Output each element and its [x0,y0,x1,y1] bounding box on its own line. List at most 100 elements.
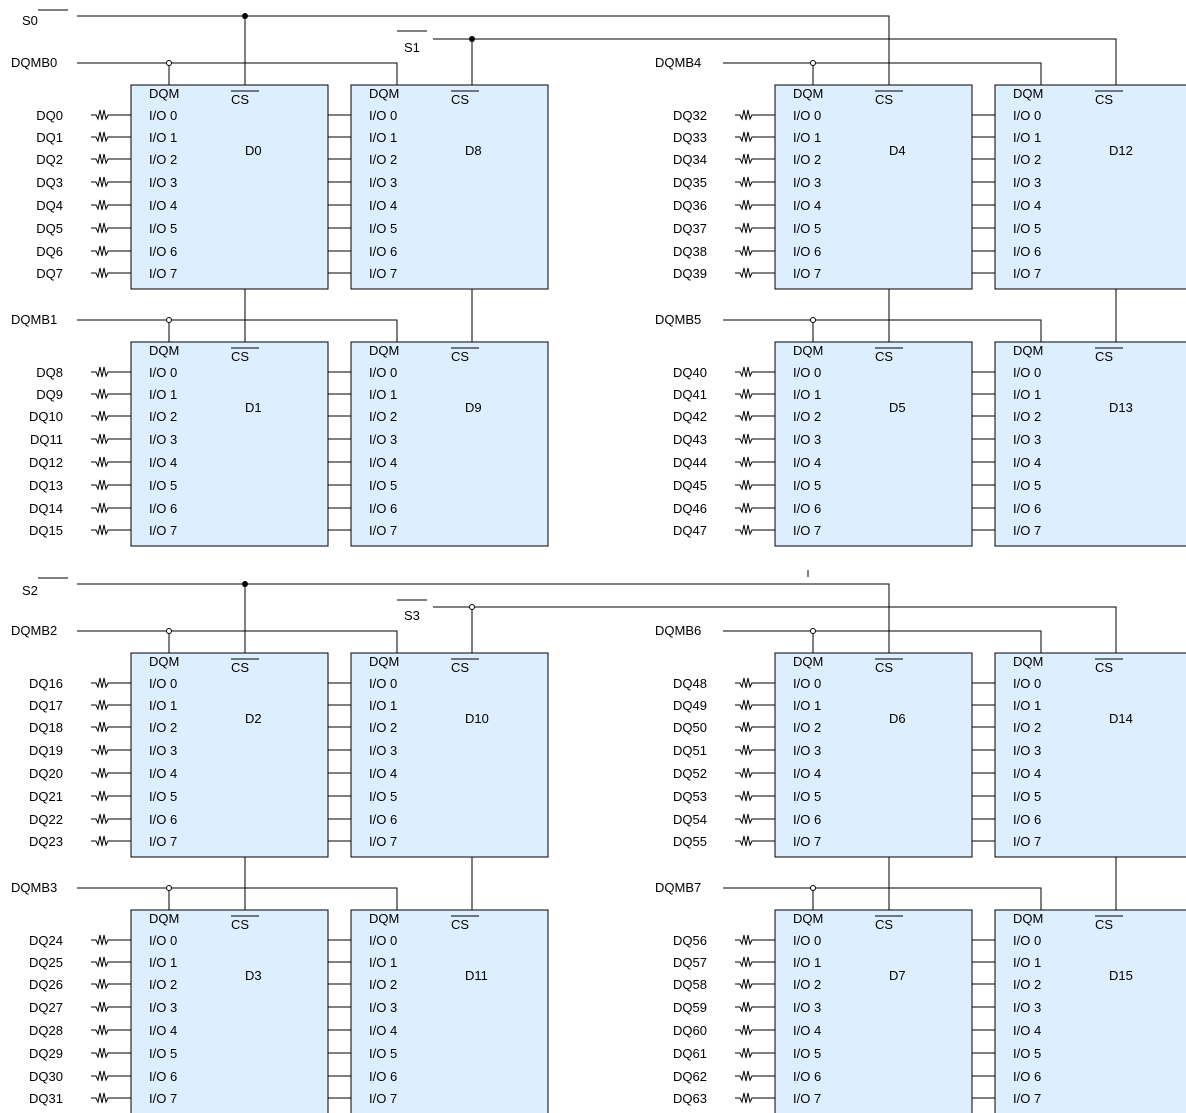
dqm-pin-label: DQM [149,654,179,669]
select-s3-wire [433,606,1117,653]
resistor [91,813,121,825]
cs-pin-label: CS [451,349,469,364]
io-pin-label: I/O 3 [1013,1000,1041,1015]
dqmb-wire [723,887,1042,910]
dq-signal-label: DQ61 [673,1046,707,1061]
chip-name: D7 [889,968,906,983]
cs-pin-label: CS [1095,917,1113,932]
connector-node [166,317,172,323]
resistor [735,433,765,445]
io-pin-label: I/O 7 [149,523,177,538]
dq-signal-label: DQ45 [673,478,707,493]
io-pin-label: I/O 7 [793,834,821,849]
io-pin-label: I/O 6 [1013,244,1041,259]
dqm-pin-label: DQM [1013,654,1043,669]
io-pin-label: I/O 6 [149,244,177,259]
resistor [91,109,121,121]
io-pin-label: I/O 5 [369,221,397,236]
io-pin-label: I/O 1 [369,387,397,402]
io-pin-label: I/O 5 [369,478,397,493]
dq-signal-label: DQ46 [673,501,707,516]
io-pin-label: I/O 6 [149,812,177,827]
io-pin-label: I/O 6 [369,244,397,259]
dq-signal-label: DQ36 [673,198,707,213]
resistor [735,222,765,234]
resistor [735,153,765,165]
io-pin-label: I/O 5 [1013,789,1041,804]
resistor [735,790,765,802]
dq-signal-label: DQ57 [673,955,707,970]
io-pin-label: I/O 3 [793,175,821,190]
resistor [91,721,121,733]
io-pin-label: I/O 4 [369,766,397,781]
select-s3-label: S3 [404,608,420,623]
resistor [91,790,121,802]
dq-signal-label: DQ11 [30,432,63,447]
resistor [735,1092,765,1104]
chip-name: D15 [1109,968,1133,983]
resistor [91,956,121,968]
memory-chip [130,84,329,290]
resistor [735,1047,765,1059]
io-pin-label: I/O 4 [793,455,821,470]
dqm-pin-label: DQM [149,343,179,358]
io-pin-label: I/O 0 [369,108,397,123]
resistor [91,1001,121,1013]
resistor [91,388,121,400]
io-pin-label: I/O 3 [369,432,397,447]
io-pin-label: I/O 6 [369,501,397,516]
io-pin-label: I/O 3 [793,432,821,447]
memory-chip [774,84,973,290]
dq-signal-label: DQ48 [673,676,707,691]
connector-node [810,885,816,891]
io-pin-label: I/O 0 [369,933,397,948]
dqmb-wire [77,887,398,910]
cs-pin-label: CS [875,660,893,675]
dqmb-signal-label: DQMB7 [655,880,701,895]
resistor [91,366,121,378]
connector-node [166,628,172,634]
io-pin-label: I/O 7 [369,834,397,849]
io-pin-label: I/O 0 [149,676,177,691]
io-pin-label: I/O 2 [369,977,397,992]
dq-signal-label: DQ50 [673,720,707,735]
resistor [91,978,121,990]
io-pin-label: I/O 5 [149,1046,177,1061]
io-pin-label: I/O 2 [793,977,821,992]
io-pin-label: I/O 4 [793,766,821,781]
dq-signal-label: DQ6 [36,244,63,259]
dq-signal-label: DQ16 [29,676,63,691]
chip-name: D14 [1109,711,1133,726]
io-pin-label: I/O 0 [149,933,177,948]
io-pin-label: I/O 5 [1013,221,1041,236]
resistor [735,524,765,536]
resistor [735,410,765,422]
io-pin-label: I/O 1 [149,955,177,970]
resistor [735,1070,765,1082]
io-pin-label: I/O 6 [369,1069,397,1084]
io-pin-label: I/O 6 [793,244,821,259]
io-pin-label: I/O 4 [1013,455,1041,470]
dq-signal-label: DQ63 [673,1091,707,1106]
dqmb-wire [77,62,398,85]
dqmb-signal-label: DQMB1 [11,312,57,327]
resistor [735,131,765,143]
dqmb-signal-label: DQMB0 [11,55,57,70]
resistor [735,199,765,211]
io-pin-label: I/O 6 [149,1069,177,1084]
dqmb-signal-label: DQMB3 [11,880,57,895]
dq-signal-label: DQ55 [673,834,707,849]
dq-signal-label: DQ37 [673,221,707,236]
dq-signal-label: DQ54 [673,812,707,827]
io-pin-label: I/O 1 [149,387,177,402]
memory-chip [350,341,549,547]
dqm-pin-label: DQM [149,86,179,101]
resistor [735,1001,765,1013]
io-pin-label: I/O 0 [793,365,821,380]
chip-name: D12 [1109,143,1133,158]
resistor [735,767,765,779]
dq-signal-label: DQ21 [29,789,63,804]
io-pin-label: I/O 0 [369,676,397,691]
io-pin-label: I/O 7 [1013,266,1041,281]
dq-signal-label: DQ7 [36,266,63,281]
